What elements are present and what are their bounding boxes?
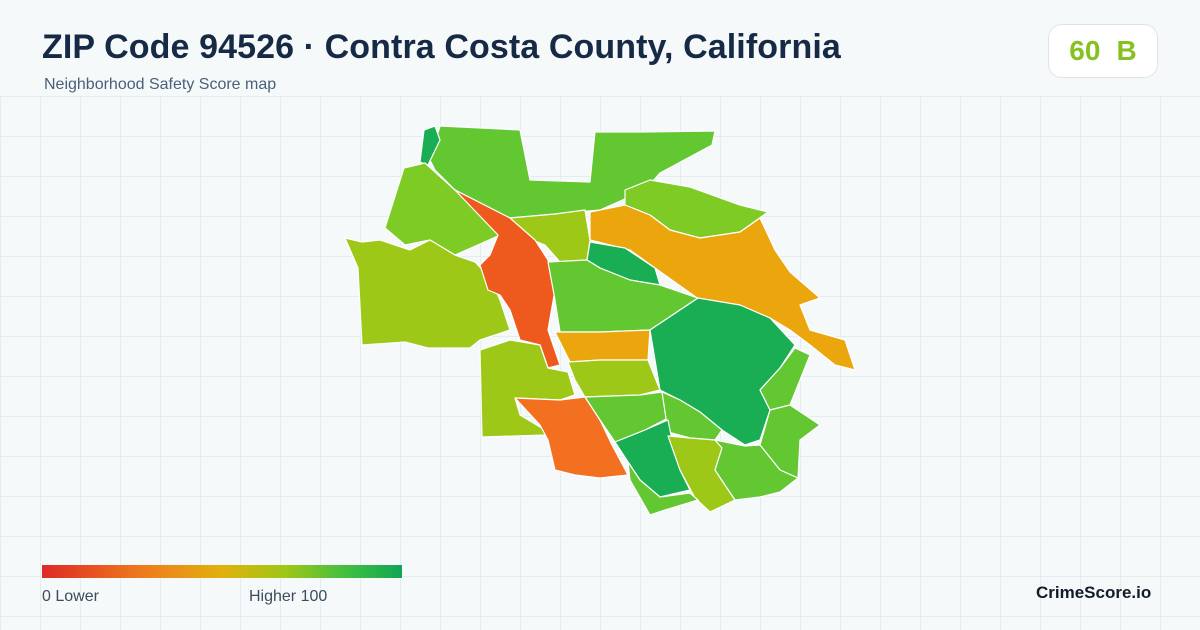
map-region-south-east-inner[interactable] — [661, 391, 723, 441]
page-subtitle: Neighborhood Safety Score map — [44, 76, 277, 93]
safety-score-badge: 60 B — [1048, 24, 1158, 78]
map-region-central-south-strip[interactable] — [554, 329, 651, 363]
map-region-southwest[interactable] — [514, 396, 629, 479]
map-region-south-central[interactable] — [567, 359, 661, 398]
brand-logo-text[interactable]: CrimeScore.io — [1036, 583, 1152, 602]
map-region-south-east-bottom[interactable] — [714, 439, 799, 501]
legend-high-label: Higher 100 — [249, 588, 328, 605]
map-region-south-tip[interactable] — [627, 461, 699, 516]
map-region-west-upper[interactable] — [384, 162, 506, 256]
legend-gradient-bar — [42, 565, 402, 578]
map-region-far-west[interactable] — [344, 237, 511, 349]
safety-score-grade: B — [1116, 35, 1137, 66]
header-background — [0, 0, 1200, 96]
legend-low-label: 0 Lower — [42, 588, 99, 605]
map-region-south-middle[interactable] — [584, 391, 669, 443]
map-region-northwest-tip[interactable] — [419, 125, 441, 166]
page-title: ZIP Code 94526 · Contra Costa County, Ca… — [42, 28, 841, 66]
safety-score-value: 60 — [1069, 35, 1101, 66]
map-region-east-hills[interactable] — [589, 204, 856, 371]
